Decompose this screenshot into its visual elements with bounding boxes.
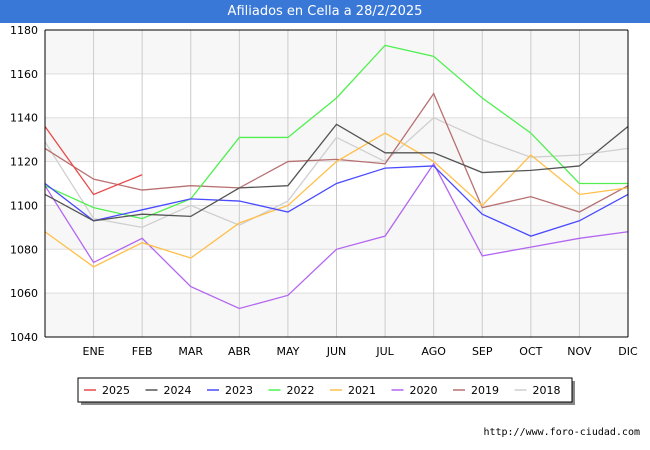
legend-label-2018: 2018	[533, 384, 561, 397]
x-tick-label: JUL	[375, 345, 394, 358]
x-tick-label: DIC	[618, 345, 638, 358]
y-tick-label: 1140	[10, 112, 38, 125]
series-line-2021	[44, 132, 629, 268]
legend-label-2022: 2022	[287, 384, 315, 397]
y-tick-label: 1080	[10, 243, 38, 256]
series-line-2020	[44, 162, 629, 310]
y-tick-label: 1180	[10, 24, 38, 37]
series-line-2024	[44, 123, 629, 222]
series-line-2022	[44, 44, 628, 220]
chart-title: Afiliados en Cella a 28/2/2025	[0, 0, 650, 23]
legend-label-2023: 2023	[225, 384, 253, 397]
legend-label-2020: 2020	[410, 384, 438, 397]
x-tick-label: ENE	[83, 345, 105, 358]
x-tick-label: ABR	[228, 345, 251, 358]
series-line-2018	[44, 116, 629, 229]
y-tick-label: 1160	[10, 68, 38, 81]
legend-label-2025: 2025	[102, 384, 130, 397]
source-url[interactable]: http://www.foro-ciudad.com	[483, 427, 640, 438]
legend-label-2019: 2019	[471, 384, 499, 397]
x-tick-label: OCT	[519, 345, 542, 358]
series-line-2025	[44, 126, 143, 196]
x-tick-label: MAY	[276, 345, 299, 358]
legend-label-2024: 2024	[164, 384, 192, 397]
x-tick-label: MAR	[178, 345, 203, 358]
x-tick-label: JUN	[326, 345, 347, 358]
y-tick-label: 1120	[10, 156, 38, 169]
series-line-2023	[44, 165, 629, 237]
y-tick-label: 1040	[10, 331, 38, 344]
legend-label-2021: 2021	[348, 384, 376, 397]
y-tick-label: 1060	[10, 287, 38, 300]
y-tick-label: 1100	[10, 199, 38, 212]
x-tick-label: AGO	[421, 345, 446, 358]
legend	[77, 377, 573, 403]
x-tick-label: SEP	[472, 345, 493, 358]
x-tick-label: NOV	[567, 345, 592, 358]
series-line-2019	[44, 92, 629, 213]
x-tick-label: FEB	[132, 345, 153, 358]
